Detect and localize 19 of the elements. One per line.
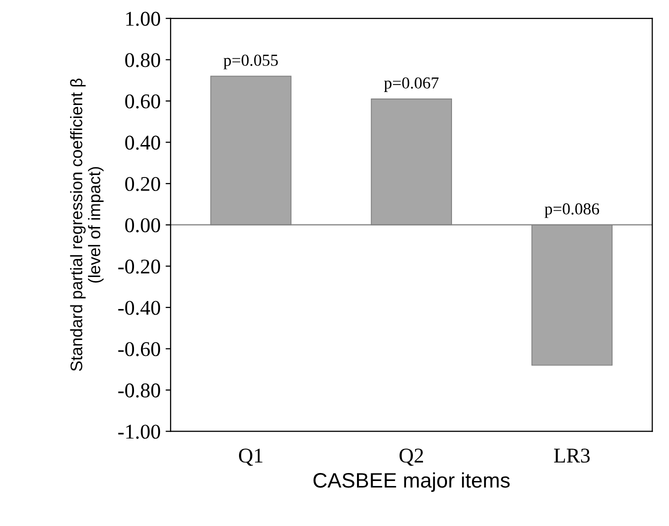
annotation: p=0.086: [544, 203, 600, 218]
y-tick-label: -0.20: [118, 260, 160, 274]
y-tick-label: -0.60: [118, 342, 160, 356]
x-tick-label: Q1: [239, 448, 262, 466]
y-tick-label: 0.60: [125, 94, 160, 109]
annotation: p=0.067: [384, 77, 439, 92]
y-tick-label: 1.00: [126, 12, 160, 26]
y-axis-title: Standard partial regression coefficient β (level of impact): [70, 78, 104, 371]
y-tick-label: 0.80: [125, 53, 160, 68]
annotation: p=0.055: [224, 54, 278, 70]
y-tick-label: -0.40: [118, 300, 160, 315]
x-axis-title: CASBEE major items: [314, 472, 510, 492]
y-tick-label: 0.40: [125, 136, 160, 150]
x-tick-label: LR3: [554, 448, 590, 463]
y-tick-label: 0.20: [125, 176, 160, 192]
y-tick-label: -0.80: [118, 383, 160, 398]
y-tick-label: 0.00: [125, 218, 160, 232]
y-tick-label: -1.00: [118, 424, 160, 439]
x-tick-label: Q2: [400, 448, 424, 466]
